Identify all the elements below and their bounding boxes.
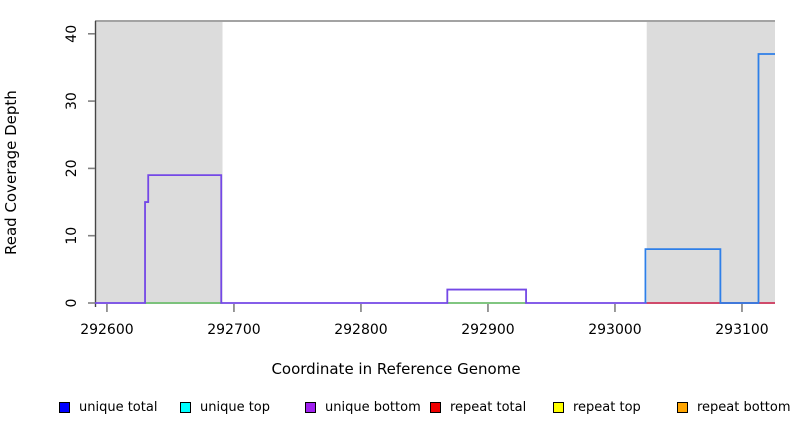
legend-item-unique-bottom: unique bottom	[305, 398, 421, 416]
legend-swatch-repeat-total	[430, 401, 441, 413]
legend-label-unique-total: unique total	[79, 399, 158, 415]
y-tick-label: 40	[64, 25, 80, 43]
legend-label-unique-top: unique top	[200, 399, 271, 415]
x-tick-label: 292800	[334, 322, 387, 338]
legend-label-unique-bottom: unique bottom	[325, 399, 421, 415]
legend-item-repeat-bottom: repeat bottom	[677, 398, 791, 416]
legend-swatch-repeat-top	[553, 401, 564, 413]
repeat-masked-region-right	[646, 21, 775, 304]
legend-swatch-unique-total	[59, 401, 70, 413]
x-axis-title: Coordinate in Reference Genome	[271, 360, 521, 378]
legend-item-repeat-total: repeat total	[430, 398, 526, 416]
x-tick-label: 293000	[588, 322, 641, 338]
legend-item-unique-top: unique top	[180, 398, 270, 416]
y-tick-label: 0	[64, 299, 80, 308]
y-tick-label: 20	[64, 159, 80, 177]
legend-item-unique-total: unique total	[59, 398, 157, 416]
legend-label-repeat-top: repeat top	[573, 399, 641, 415]
y-tick-label: 10	[64, 227, 80, 245]
y-tick-label: 30	[64, 92, 80, 110]
series-unique-bottom	[95, 174, 775, 304]
series-unique-total	[644, 53, 775, 304]
y-axis-title: Read Coverage Depth	[2, 90, 20, 255]
legend: unique total unique top unique bottom repea…	[0, 398, 792, 420]
x-tick-label: 293100	[715, 322, 768, 338]
repeat-masked-region-left	[95, 21, 223, 304]
legend-label-repeat-total: repeat total	[450, 399, 527, 415]
legend-swatch-unique-bottom	[305, 401, 316, 413]
legend-swatch-repeat-bottom	[677, 401, 688, 413]
x-tick-label: 292900	[461, 322, 514, 338]
x-tick-label: 292700	[207, 322, 260, 338]
x-tick-label: 292600	[80, 322, 133, 338]
legend-swatch-unique-top	[180, 401, 191, 413]
legend-label-repeat-bottom: repeat bottom	[697, 399, 791, 415]
legend-item-repeat-top: repeat top	[553, 398, 641, 416]
